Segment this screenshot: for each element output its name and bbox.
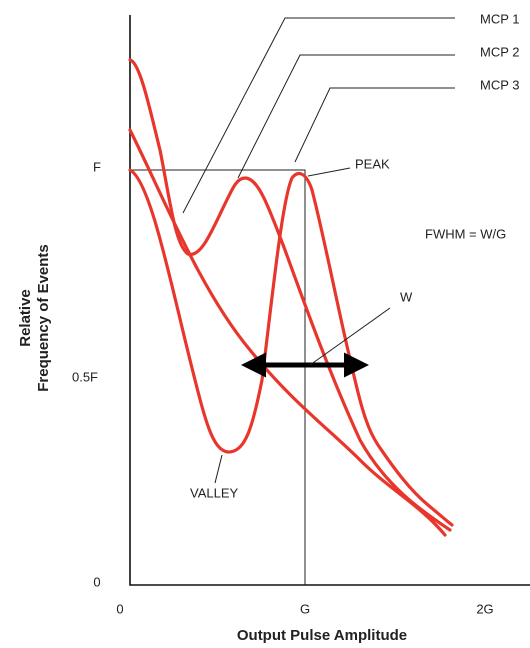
- leader-line: [182, 17, 455, 214]
- y-axis-title: Relative: [17, 289, 34, 347]
- curve-label: MCP 1: [480, 11, 520, 26]
- leader-line: [237, 54, 455, 179]
- axes: [129, 15, 530, 586]
- leader-line: [294, 87, 455, 163]
- x-tick-label: G: [300, 601, 310, 616]
- leader-line: [307, 167, 351, 177]
- y-tick-label: 0.5F: [72, 369, 98, 384]
- curve-label: MCP 3: [480, 77, 520, 92]
- x-tick-label: 0: [116, 601, 123, 616]
- y-tick-label: F: [93, 159, 101, 174]
- y-axis-title: Frequency of Events: [35, 244, 52, 392]
- curve: [128, 128, 447, 537]
- width-label: W: [400, 289, 413, 304]
- peak-label: PEAK: [355, 156, 390, 171]
- formula: FWHM = W/G: [425, 226, 506, 241]
- y-tick-label: 0: [93, 574, 100, 589]
- curve-label: MCP 2: [480, 44, 520, 59]
- x-tick-label: 2G: [476, 601, 493, 616]
- leader-line: [309, 307, 391, 366]
- curve: [128, 58, 452, 532]
- reference-lines: [130, 169, 306, 585]
- valley-label: VALLEY: [190, 485, 239, 500]
- leader-line: [214, 454, 223, 484]
- x-axis-title: Output Pulse Amplitude: [237, 627, 407, 644]
- curve: [128, 168, 454, 527]
